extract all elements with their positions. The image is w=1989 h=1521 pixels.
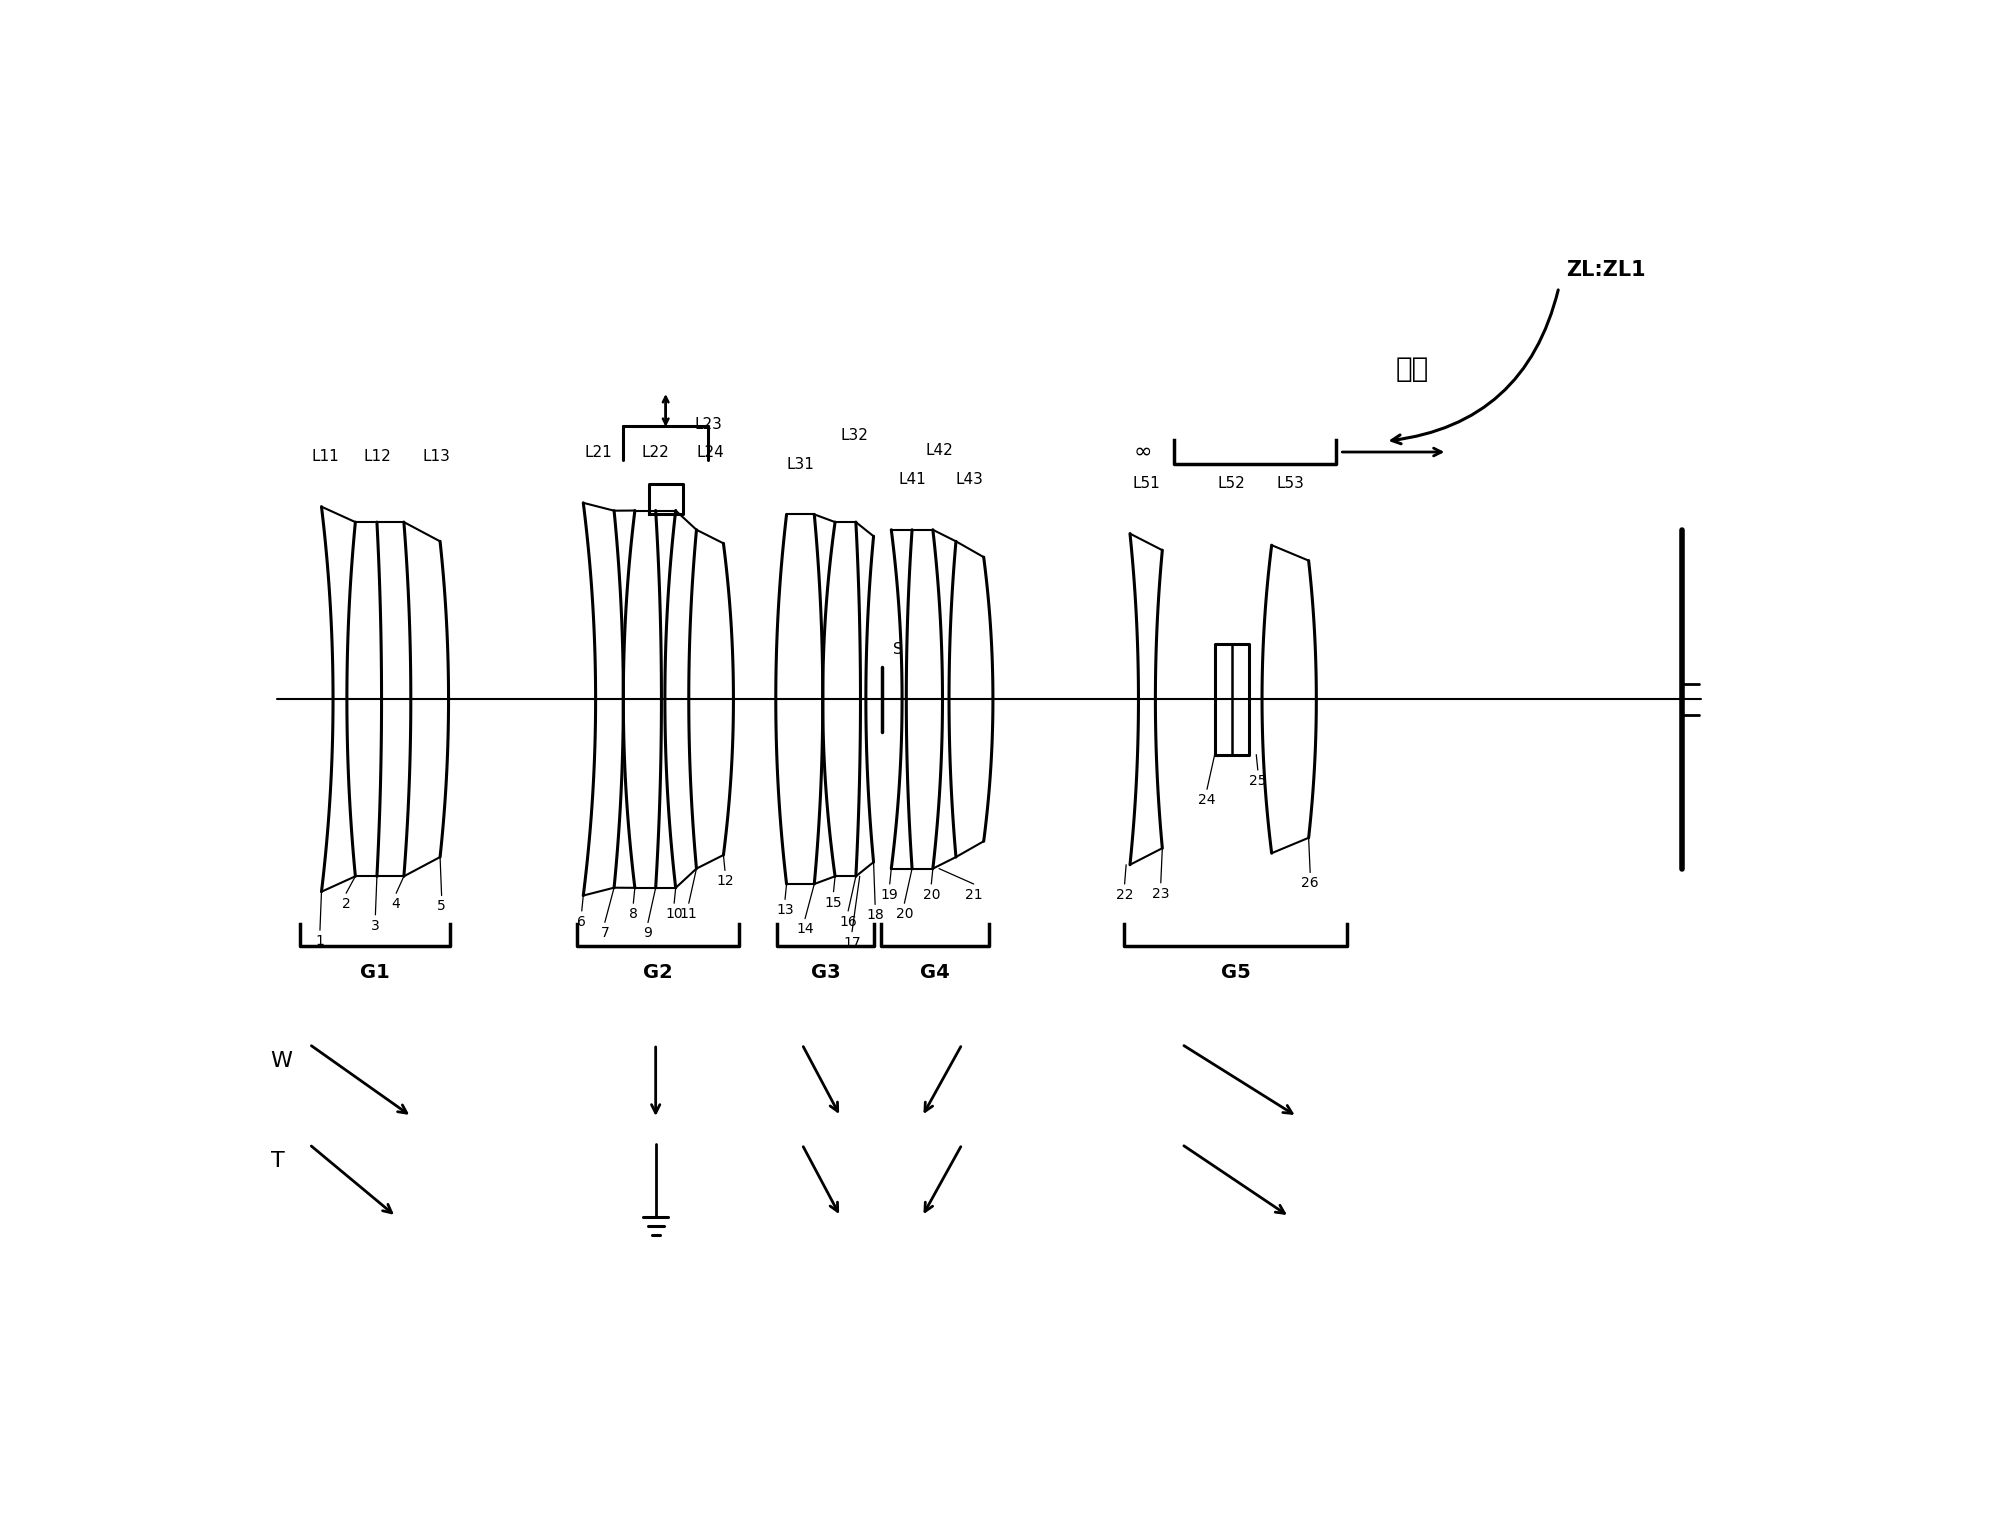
Text: L23: L23: [694, 417, 722, 432]
Text: 12: 12: [716, 875, 734, 888]
Text: L24: L24: [696, 446, 724, 461]
Text: G4: G4: [919, 963, 949, 981]
Text: 18: 18: [865, 908, 883, 922]
Text: L22: L22: [640, 446, 668, 461]
Text: L31: L31: [786, 456, 814, 472]
Text: 26: 26: [1301, 876, 1319, 890]
Text: L43: L43: [955, 473, 983, 487]
Text: 聚焦: 聚焦: [1394, 356, 1428, 383]
Text: 16: 16: [839, 914, 857, 929]
Text: L12: L12: [362, 449, 390, 464]
Text: 23: 23: [1152, 887, 1170, 900]
Text: 15: 15: [823, 896, 841, 910]
Text: L13: L13: [422, 449, 450, 464]
Text: ∞: ∞: [1134, 443, 1152, 462]
Text: G5: G5: [1219, 963, 1249, 981]
Text: ZL:ZL1: ZL:ZL1: [1565, 260, 1645, 280]
Text: L53: L53: [1275, 476, 1303, 491]
Text: 24: 24: [1197, 792, 1215, 808]
Text: 10: 10: [664, 907, 682, 922]
Text: 17: 17: [843, 935, 861, 949]
Text: 2: 2: [342, 897, 350, 911]
Text: S: S: [893, 642, 903, 657]
Text: 21: 21: [965, 888, 983, 902]
Text: G1: G1: [360, 963, 390, 981]
Text: 14: 14: [796, 923, 814, 937]
Text: 6: 6: [577, 914, 587, 929]
Text: 3: 3: [370, 919, 380, 932]
Text: L42: L42: [925, 443, 953, 458]
Text: L32: L32: [839, 427, 867, 443]
Text: L11: L11: [312, 449, 338, 464]
Text: T: T: [271, 1151, 284, 1171]
Text: 20: 20: [895, 907, 913, 922]
Text: L21: L21: [585, 446, 613, 461]
Text: G3: G3: [810, 963, 839, 981]
Text: 11: 11: [680, 907, 698, 922]
Text: W: W: [271, 1051, 292, 1071]
Text: 25: 25: [1249, 774, 1265, 788]
Text: 7: 7: [601, 926, 609, 940]
Text: 13: 13: [776, 903, 794, 917]
Text: L41: L41: [897, 473, 925, 487]
Text: 19: 19: [881, 888, 899, 902]
Text: 9: 9: [642, 926, 652, 940]
Text: 22: 22: [1116, 888, 1134, 902]
Text: G2: G2: [642, 963, 672, 981]
Text: 20: 20: [923, 888, 939, 902]
Text: 8: 8: [629, 907, 636, 922]
Text: L51: L51: [1132, 476, 1160, 491]
Text: L52: L52: [1217, 476, 1245, 491]
Text: 5: 5: [438, 899, 446, 914]
Text: 1: 1: [316, 934, 324, 948]
Text: 4: 4: [392, 897, 400, 911]
